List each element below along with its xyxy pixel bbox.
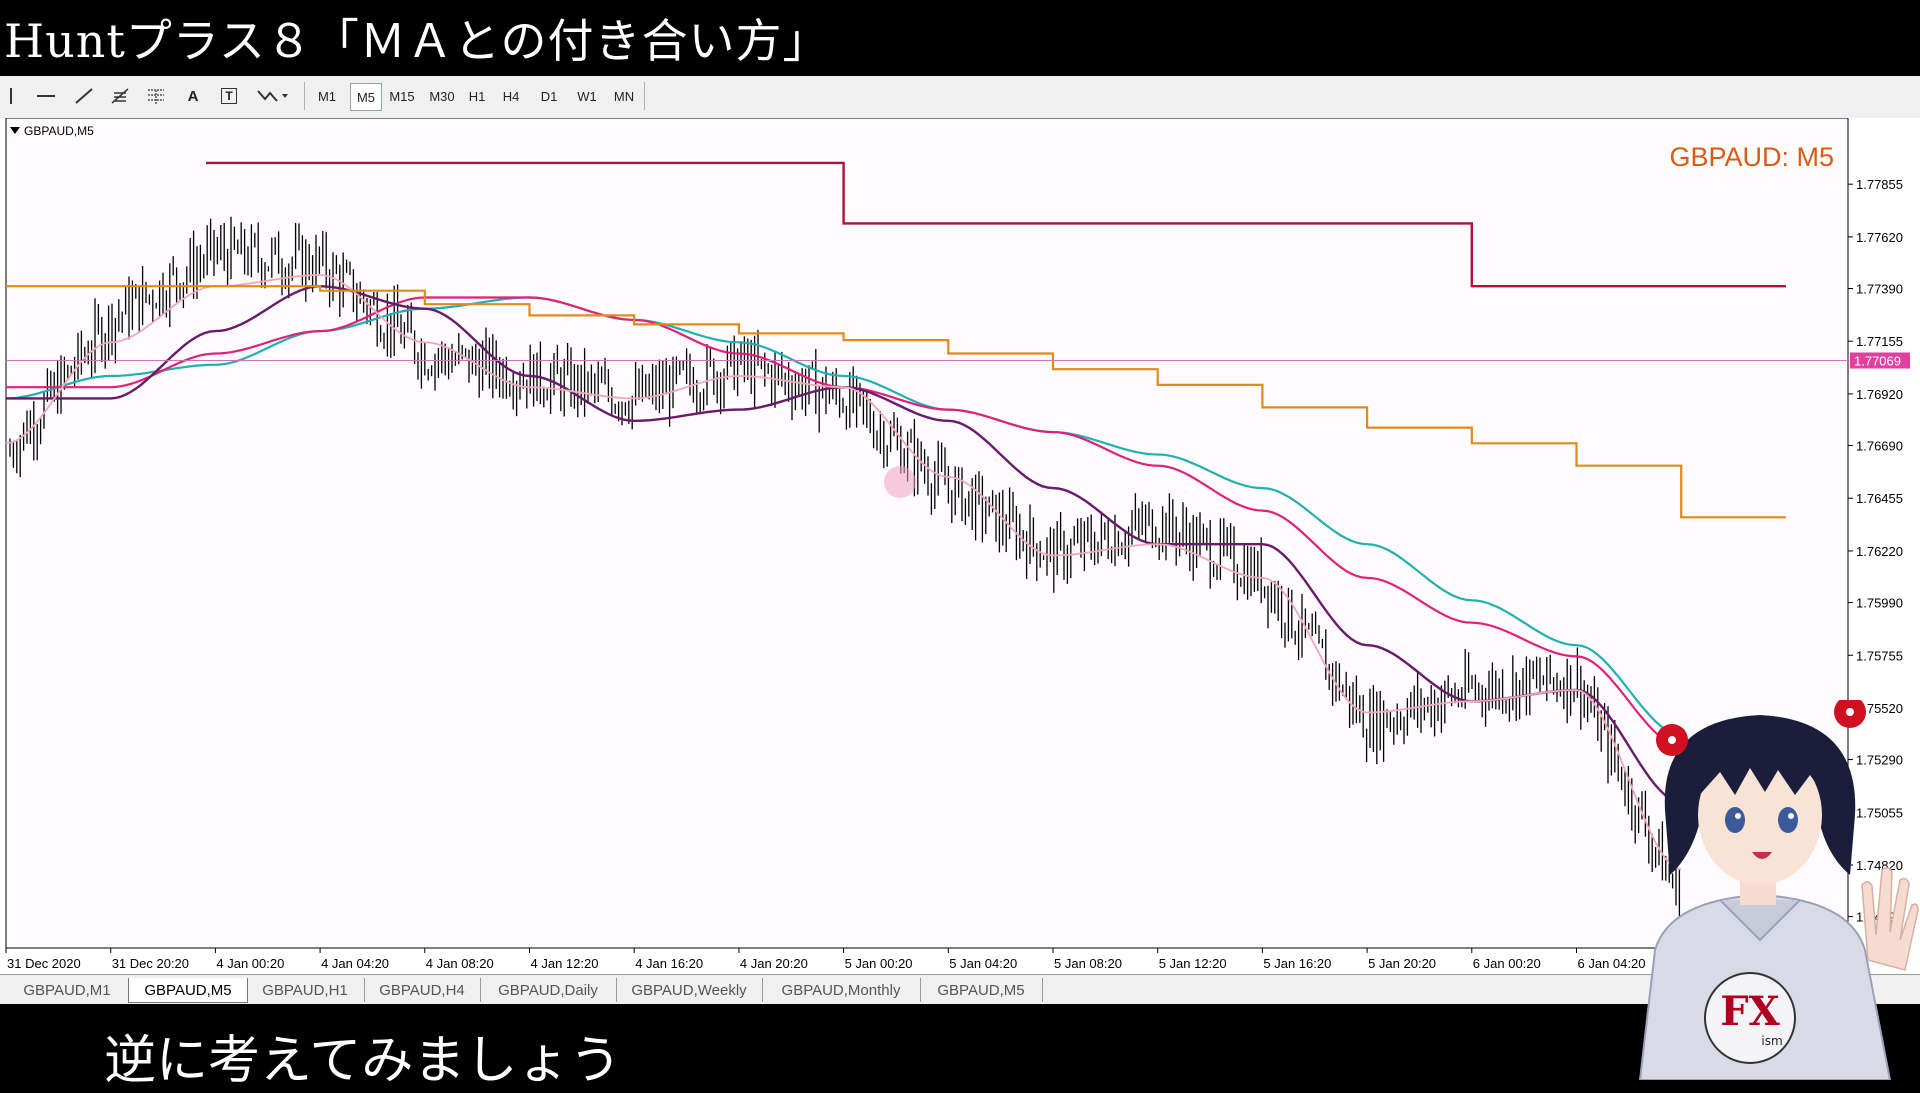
price-tick-label: 1.76220: [1856, 544, 1903, 559]
step-orange-line: [6, 285, 1786, 519]
time-tick-label: 5 Jan 00:20: [845, 956, 913, 971]
chart-tab[interactable]: GBPAUD,M5: [920, 978, 1043, 1002]
symbol-label: GBPAUD,M5: [10, 124, 94, 138]
subtitle-text: 逆に考えてみましょう: [104, 1031, 622, 1091]
price-chart[interactable]: 1.77069 1.77855 1.77620 1.77390 1.77155 1.769…: [0, 118, 1920, 974]
time-tick-label: 4 Jan 04:20: [321, 956, 389, 971]
chart-watermark: GBPAUD: M5: [1669, 142, 1834, 172]
time-tick-label: 5 Jan 08:20: [1054, 956, 1122, 971]
timeframe-w1-button[interactable]: W1: [577, 88, 597, 104]
price-tick-label: 1.75290: [1856, 753, 1903, 768]
avatar-logo-sub: ism: [1761, 1034, 1782, 1048]
cursor-icon[interactable]: [4, 83, 18, 109]
hline-icon[interactable]: [32, 83, 60, 109]
timeframe-m15-button[interactable]: M15: [389, 88, 415, 104]
time-tick-label: 6 Jan 04:20: [1578, 956, 1646, 971]
toolbar: A T M1 M5 M15 M30 H1 H4 D1 W1 MN: [0, 76, 1920, 119]
chart-tab[interactable]: GBPAUD,M1: [6, 978, 129, 1002]
chart-tab[interactable]: GBPAUD,M5: [128, 978, 248, 1003]
time-tick-label: 5 Jan 16:20: [1263, 956, 1331, 971]
trendline-icon[interactable]: [70, 83, 98, 109]
text-icon[interactable]: A: [187, 87, 199, 105]
price-axis-area: [1848, 118, 1920, 974]
time-tick-label: 4 Jan 20:20: [740, 956, 808, 971]
price-tick-label: 1.75990: [1856, 596, 1903, 611]
chart-tab[interactable]: GBPAUD,Daily: [480, 978, 617, 1002]
price-tick-label: 1.77620: [1856, 230, 1903, 245]
chart-tab[interactable]: GBPAUD,H1: [246, 978, 365, 1002]
time-tick-label: 5 Jan 12:20: [1159, 956, 1227, 971]
vtuber-avatar: FX ism: [1638, 700, 1919, 1080]
chart-tab[interactable]: GBPAUD,H4: [364, 978, 481, 1002]
current-price-badge: [1850, 352, 1910, 369]
time-tick-label: 6 Jan 00:20: [1473, 956, 1541, 971]
time-tick-label: 4 Jan 08:20: [426, 956, 494, 971]
timeframe-m1-button[interactable]: M1: [317, 88, 337, 104]
timeframe-h1-button[interactable]: H1: [468, 88, 486, 104]
ma-teal-line: [5, 296, 1682, 736]
price-tick-label: 1.77855: [1856, 177, 1903, 192]
price-tick-label: 1.75755: [1856, 648, 1903, 663]
arrows-icon[interactable]: [254, 83, 292, 109]
dropdown-triangle-icon: [10, 127, 20, 134]
label-tool-label: T: [221, 88, 237, 104]
toolbar-separator: [644, 82, 645, 110]
chart-tab[interactable]: GBPAUD,Weekly: [616, 978, 763, 1002]
time-tick-label: 4 Jan 12:20: [531, 956, 599, 971]
fibo-icon[interactable]: [106, 83, 134, 109]
channel-icon[interactable]: [142, 83, 170, 109]
ma-pink-line: [5, 274, 1682, 871]
highlight-marker: [884, 466, 916, 498]
time-tick-label: 31 Dec 20:20: [112, 956, 189, 971]
price-tick-label: 1.76690: [1856, 439, 1903, 454]
current-price-label: 1.77069: [1854, 353, 1901, 368]
timeframe-h4-button[interactable]: H4: [502, 88, 520, 104]
time-tick-label: 5 Jan 20:20: [1368, 956, 1436, 971]
symbol-text: GBPAUD,M5: [24, 124, 94, 138]
price-tick-label: 1.77390: [1856, 281, 1903, 296]
price-tick-label: 1.76920: [1856, 387, 1903, 402]
timeframe-d1-button[interactable]: D1: [540, 88, 558, 104]
toolbar-separator: [304, 82, 305, 110]
chart-tab[interactable]: GBPAUD,Monthly: [762, 978, 921, 1002]
video-title: Huntプラス８「ＭＡとの付き合い方」: [4, 14, 830, 68]
avatar-logo-text: FX: [1720, 988, 1779, 1035]
time-tick-label: 4 Jan 16:20: [635, 956, 703, 971]
chart-window[interactable]: 1.77069 1.77855 1.77620 1.77390 1.77155 1.769…: [0, 118, 1920, 974]
title-bar: Huntプラス８「ＭＡとの付き合い方」: [0, 0, 1920, 76]
time-tick-label: 31 Dec 2020: [7, 956, 81, 971]
timeframe-mn-button[interactable]: MN: [613, 88, 635, 104]
chart-tabs: GBPAUD,M1 GBPAUD,M5 GBPAUD,H1 GBPAUD,H4 GBPA…: [0, 974, 1920, 1005]
price-tick-label: 1.76455: [1856, 491, 1903, 506]
timeframe-m5-button[interactable]: M5: [350, 83, 382, 111]
price-tick-label: 1.75055: [1856, 805, 1903, 820]
timeframe-m30-button[interactable]: M30: [429, 88, 455, 104]
time-tick-label: 4 Jan 00:20: [216, 956, 284, 971]
step-red-line: [206, 161, 1786, 288]
price-tick-label: 1.77155: [1856, 334, 1903, 349]
label-icon[interactable]: T: [216, 83, 242, 109]
time-tick-label: 5 Jan 04:20: [949, 956, 1017, 971]
price-tick-label: 1.75520: [1856, 701, 1903, 716]
plot-area: [5, 118, 1849, 949]
